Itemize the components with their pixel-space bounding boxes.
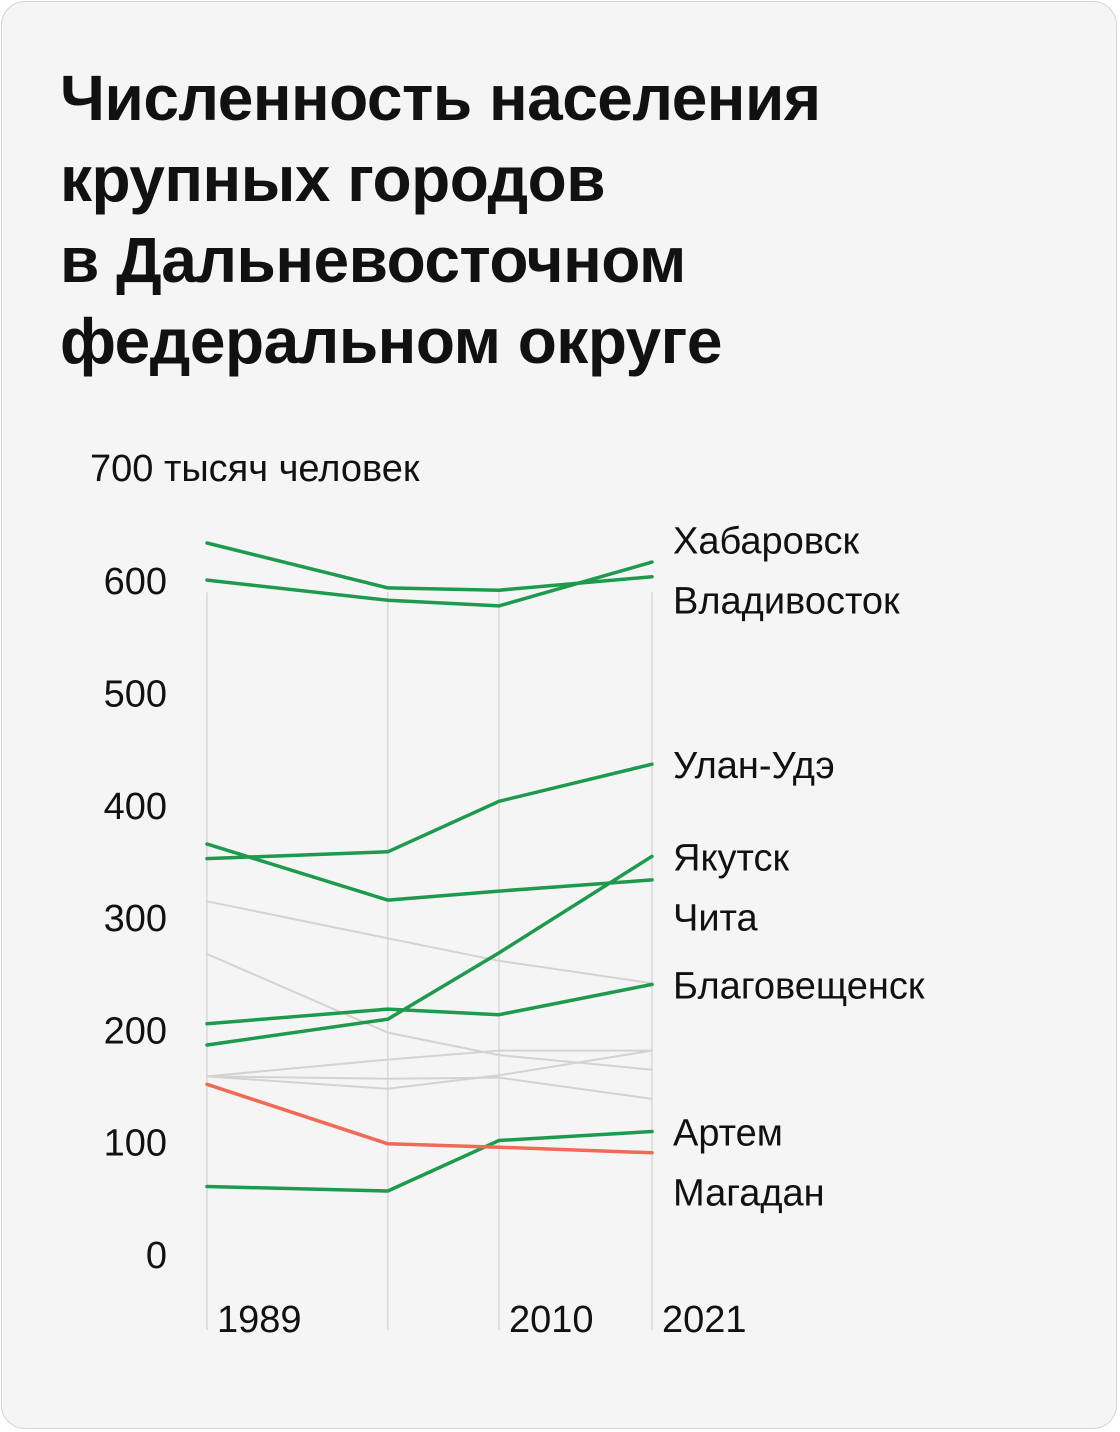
chart-title: Численность населения крупных городов в …: [60, 58, 1060, 382]
series-line-Артем: [205, 1129, 654, 1193]
series-label: Магадан: [673, 1172, 825, 1214]
series-line-other: [206, 900, 653, 985]
series-label: Владивосток: [673, 580, 900, 622]
y-tick-label: 300: [104, 898, 167, 940]
title-line: крупных городов: [60, 143, 606, 215]
y-tick-label: 600: [104, 561, 167, 603]
y-tick-label: 200: [104, 1010, 167, 1052]
title-line: Численность населения: [60, 62, 821, 134]
series-line-Чита: [205, 842, 654, 902]
y-tick-label: 500: [104, 674, 167, 716]
title-line: в Дальневосточном: [60, 224, 686, 296]
series-line-other: [206, 1049, 653, 1078]
y-axis-title: 700 тысяч человек: [90, 448, 420, 490]
series-label: Хабаровск: [673, 520, 860, 562]
series-line-other: [206, 1075, 653, 1100]
series-line-Якутск: [205, 854, 654, 1047]
y-tick-label: 400: [104, 786, 167, 828]
series-label: Якутск: [673, 837, 789, 879]
series-line-Магадан: [205, 1082, 654, 1155]
x-tick-label: 2021: [662, 1299, 747, 1341]
y-tick-label: 100: [104, 1123, 167, 1165]
x-tick-label: 2010: [509, 1299, 594, 1341]
series-line-Владивосток: [205, 541, 654, 592]
series-line-other: [206, 1049, 653, 1090]
series-label: Чита: [673, 897, 759, 939]
series-line-Улан-Удэ: [205, 762, 654, 861]
title-line: федеральном округе: [60, 305, 722, 377]
series-label: Благовещенск: [673, 965, 925, 1007]
x-tick-label: 1989: [217, 1299, 302, 1341]
y-tick-label: 0: [146, 1235, 167, 1277]
series-line-Благовещенск: [205, 982, 654, 1026]
series-label: Улан-Удэ: [673, 745, 835, 787]
series-label: Артем: [673, 1112, 783, 1154]
